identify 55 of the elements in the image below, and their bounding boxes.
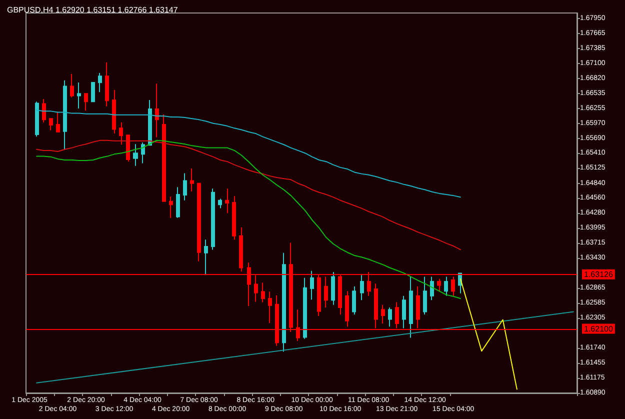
candlestick	[133, 144, 138, 166]
candlestick	[141, 142, 145, 164]
candlestick	[268, 291, 272, 324]
candlestick	[345, 290, 349, 328]
chart-title: GBPUSD,H4 1.62920 1.63151 1.62766 1.63147	[7, 6, 178, 14]
line-series	[36, 140, 461, 250]
candlestick	[155, 83, 159, 138]
candlestick	[430, 276, 434, 301]
candlestick	[310, 270, 314, 300]
candlestick	[169, 196, 173, 218]
line-series	[36, 140, 461, 300]
ref-line-label: 1.63126	[584, 270, 614, 279]
candlestick	[77, 82, 81, 110]
candlestick	[239, 226, 243, 272]
candlestick	[56, 112, 60, 133]
candlestick	[451, 276, 455, 296]
candlestick	[119, 122, 123, 146]
candlestick	[444, 276, 448, 296]
candlestick	[409, 276, 413, 338]
candlestick	[183, 172, 187, 201]
candlestick	[388, 307, 392, 328]
candlestick	[63, 80, 67, 150]
candlestick	[197, 182, 201, 262]
candlestick	[331, 271, 335, 306]
candlestick	[303, 277, 307, 340]
candlestick	[282, 252, 286, 352]
candlestick	[105, 62, 109, 107]
candlestick	[190, 168, 194, 192]
candlestick	[437, 278, 441, 292]
candlestick	[402, 295, 406, 329]
candlestick	[148, 100, 152, 146]
line-series	[460, 278, 518, 390]
candlestick	[204, 239, 208, 276]
candlestick	[218, 198, 222, 209]
line-series	[36, 110, 461, 198]
candlestick	[49, 118, 53, 131]
candlestick	[225, 188, 229, 214]
candlestick	[70, 74, 74, 98]
candlestick	[98, 72, 102, 93]
candlestick	[84, 93, 88, 112]
candlestick	[381, 304, 385, 324]
candlestick	[42, 98, 46, 123]
candlestick	[211, 188, 215, 250]
candlestick	[261, 282, 265, 303]
candlestick	[162, 114, 166, 202]
candlestick	[176, 186, 180, 218]
candlestick	[35, 101, 39, 138]
ref-line-label: 1.62100	[584, 324, 614, 334]
candlestick	[360, 274, 364, 301]
candlestick	[112, 89, 116, 134]
candlestick	[232, 196, 236, 240]
candlestick	[352, 286, 356, 315]
candlestick	[324, 276, 328, 308]
candlestick	[423, 276, 427, 315]
candlestick	[91, 82, 95, 102]
